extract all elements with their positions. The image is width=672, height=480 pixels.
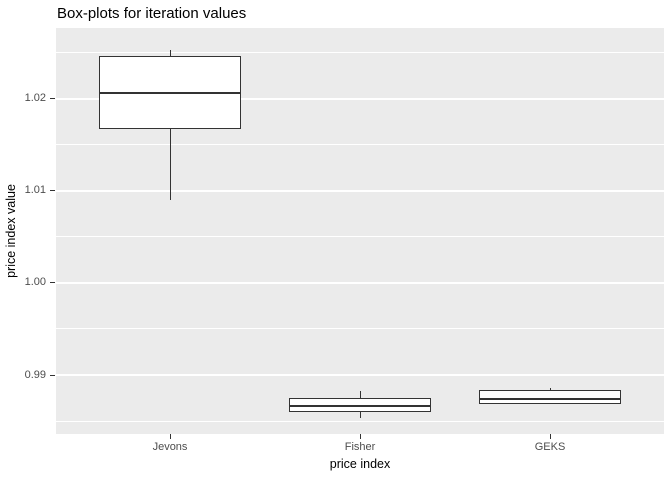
upper-whisker bbox=[359, 390, 361, 399]
major-gridline bbox=[56, 189, 664, 192]
x-axis-tick bbox=[169, 434, 171, 439]
median-line bbox=[99, 91, 241, 95]
y-axis-tick bbox=[50, 190, 55, 192]
x-tick-label-fisher: Fisher bbox=[344, 441, 376, 453]
x-tick-label-geks: GEKS bbox=[534, 441, 566, 453]
minor-gridline bbox=[56, 51, 664, 53]
y-tick-label: 0.99 bbox=[24, 368, 46, 381]
y-axis-title: price index value bbox=[4, 184, 18, 278]
y-axis-tick bbox=[50, 282, 55, 284]
box-fisher bbox=[289, 398, 431, 412]
major-gridline bbox=[56, 281, 664, 284]
y-axis-tick bbox=[50, 98, 55, 99]
x-axis-tick bbox=[549, 434, 551, 439]
y-tick-label: 1.02 bbox=[24, 92, 46, 104]
minor-gridline bbox=[56, 328, 664, 330]
x-axis-tick bbox=[359, 434, 361, 439]
plot-panel bbox=[56, 28, 664, 434]
median-line bbox=[289, 405, 431, 408]
upper-whisker bbox=[549, 387, 551, 390]
y-tick-label: 1.01 bbox=[24, 184, 46, 197]
x-axis-title: price index bbox=[329, 457, 391, 471]
major-gridline bbox=[56, 374, 664, 376]
major-gridline bbox=[56, 97, 664, 100]
x-tick-label-jevons: Jevons bbox=[152, 441, 188, 453]
lower-whisker bbox=[169, 128, 171, 200]
upper-whisker bbox=[169, 49, 171, 57]
minor-gridline bbox=[56, 236, 664, 238]
lower-whisker bbox=[359, 411, 361, 419]
box-geks bbox=[479, 389, 621, 405]
minor-gridline bbox=[56, 144, 664, 146]
y-tick-label: 1.00 bbox=[24, 276, 46, 289]
chart-title: Box-plots for iteration values bbox=[57, 5, 247, 22]
minor-gridline bbox=[56, 420, 664, 422]
median-line bbox=[479, 397, 621, 401]
y-axis-tick bbox=[50, 374, 55, 376]
